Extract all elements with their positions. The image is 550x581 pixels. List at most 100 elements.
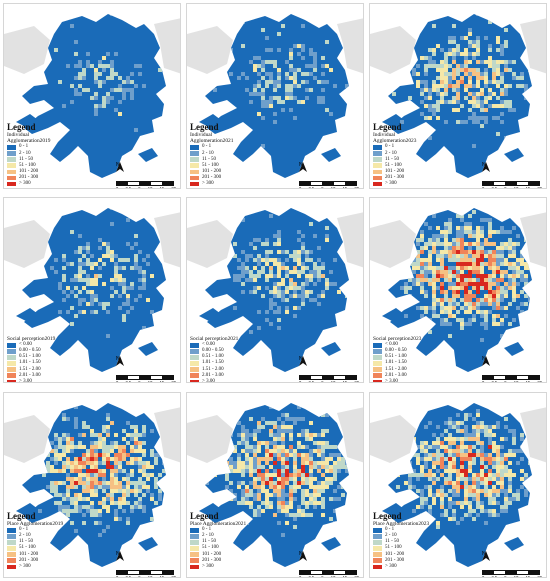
grid-cell bbox=[261, 116, 265, 120]
grid-cell bbox=[305, 282, 309, 286]
grid-cell bbox=[86, 505, 90, 509]
grid-cell bbox=[98, 274, 102, 278]
grid-cell bbox=[122, 437, 126, 441]
grid-cell bbox=[452, 36, 456, 40]
grid-cell bbox=[313, 282, 317, 286]
grid-cell bbox=[301, 465, 305, 469]
grid-cell bbox=[468, 254, 472, 258]
grid-cell bbox=[154, 457, 158, 461]
grid-cell bbox=[404, 481, 408, 485]
grid-cell bbox=[134, 409, 138, 413]
grid-cell bbox=[480, 501, 484, 505]
grid-cell bbox=[468, 116, 472, 120]
background-land bbox=[154, 18, 180, 74]
grid-cell bbox=[504, 437, 508, 441]
grid-cell bbox=[428, 453, 432, 457]
grid-cell bbox=[512, 290, 516, 294]
grid-cell bbox=[58, 501, 62, 505]
legend-label: 11 - 50 bbox=[202, 156, 216, 162]
grid-cell bbox=[122, 80, 126, 84]
grid-cell bbox=[500, 120, 504, 124]
grid-cell bbox=[464, 449, 468, 453]
grid-cell bbox=[94, 465, 98, 469]
grid-cell bbox=[269, 298, 273, 302]
grid-cell bbox=[492, 433, 496, 437]
grid-cell bbox=[257, 469, 261, 473]
grid-cell bbox=[293, 417, 297, 421]
grid-cell bbox=[496, 469, 500, 473]
grid-cell bbox=[106, 246, 110, 250]
scale-bar: 0 2.5 5 10 15 20 bbox=[482, 181, 542, 188]
grid-cell bbox=[472, 72, 476, 76]
grid-cell bbox=[468, 72, 472, 76]
grid-cell bbox=[273, 469, 277, 473]
grid-cell bbox=[102, 254, 106, 258]
grid-cell bbox=[301, 270, 305, 274]
grid-cell bbox=[448, 433, 452, 437]
grid-cell bbox=[138, 72, 142, 76]
grid-cell bbox=[114, 509, 118, 513]
grid-cell bbox=[440, 76, 444, 80]
grid-cell bbox=[520, 262, 524, 266]
grid-cell bbox=[420, 230, 424, 234]
grid-cell bbox=[122, 485, 126, 489]
grid-cell bbox=[412, 469, 416, 473]
grid-cell bbox=[301, 429, 305, 433]
grid-cell bbox=[305, 274, 309, 278]
grid-cell bbox=[110, 477, 114, 481]
grid-cell bbox=[58, 493, 62, 497]
grid-cell bbox=[496, 477, 500, 481]
grid-cell bbox=[424, 278, 428, 282]
grid-cell bbox=[424, 270, 428, 274]
grid-cell bbox=[293, 473, 297, 477]
grid-cell bbox=[289, 425, 293, 429]
grid-cell bbox=[444, 445, 448, 449]
grid-cell bbox=[110, 497, 114, 501]
grid-cell bbox=[428, 421, 432, 425]
grid-cell bbox=[420, 250, 424, 254]
grid-cell bbox=[317, 302, 321, 306]
grid-cell bbox=[476, 76, 480, 80]
grid-cell bbox=[512, 433, 516, 437]
grid-cell bbox=[496, 282, 500, 286]
grid-cell bbox=[309, 48, 313, 52]
grid-cell bbox=[325, 441, 329, 445]
grid-cell bbox=[261, 509, 265, 513]
grid-cell bbox=[126, 302, 130, 306]
grid-cell bbox=[420, 469, 424, 473]
legend-item: 1.51 - 2.00 bbox=[7, 367, 55, 373]
grid-cell bbox=[472, 100, 476, 104]
grid-cell bbox=[428, 88, 432, 92]
grid-cell bbox=[500, 88, 504, 92]
grid-cell bbox=[456, 108, 460, 112]
legend-item: 1.01 - 1.50 bbox=[373, 360, 421, 366]
grid-cell bbox=[488, 477, 492, 481]
grid-cell bbox=[452, 298, 456, 302]
grid-cell bbox=[285, 88, 289, 92]
grid-cell bbox=[313, 433, 317, 437]
grid-cell bbox=[102, 473, 106, 477]
grid-cell bbox=[432, 306, 436, 310]
grid-cell bbox=[281, 250, 285, 254]
grid-cell bbox=[150, 465, 154, 469]
grid-cell bbox=[333, 282, 337, 286]
grid-cell bbox=[86, 425, 90, 429]
grid-cell bbox=[472, 314, 476, 318]
grid-cell bbox=[122, 501, 126, 505]
grid-cell bbox=[285, 493, 289, 497]
grid-cell bbox=[130, 433, 134, 437]
grid-cell bbox=[480, 262, 484, 266]
grid-cell bbox=[448, 36, 452, 40]
grid-cell bbox=[62, 481, 66, 485]
grid-cell bbox=[150, 517, 154, 521]
legend-swatch bbox=[373, 349, 382, 354]
grid-cell bbox=[432, 278, 436, 282]
grid-cell bbox=[480, 441, 484, 445]
grid-cell bbox=[436, 44, 440, 48]
grid-cell bbox=[436, 298, 440, 302]
scale-tick-label: 0 bbox=[299, 380, 302, 383]
grid-cell bbox=[508, 104, 512, 108]
grid-cell bbox=[416, 254, 420, 258]
grid-cell bbox=[464, 48, 468, 52]
grid-cell bbox=[440, 318, 444, 322]
